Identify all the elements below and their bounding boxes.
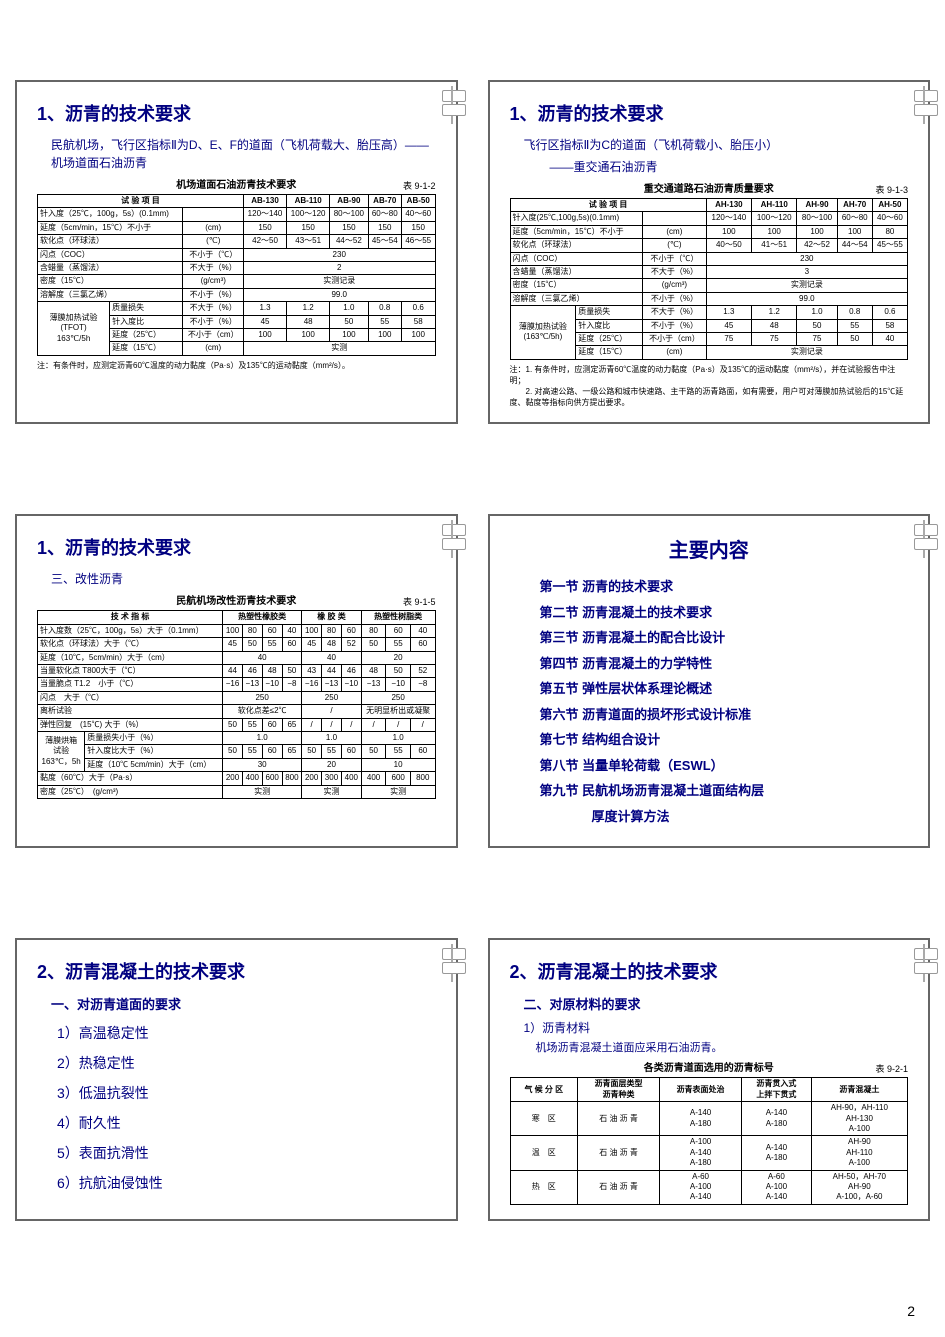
slide-1: 1、沥青的技术要求 民航机场，飞行区指标Ⅱ为D、E、F的道面（飞机荷载大、胎压高…: [15, 80, 458, 424]
slide2-note: 注：1. 有条件时，应测定沥青60℃温度的动力黏度（Pa·s）及135℃的运动黏…: [510, 364, 909, 409]
list-item: 2）热稳定性: [57, 1053, 436, 1073]
slide3-title: 1、沥青的技术要求: [37, 534, 436, 560]
toc-item: 第七节 结构组合设计: [540, 730, 909, 750]
binder-icon: [442, 524, 464, 554]
slide6-sub2: 1）沥青材料: [524, 1019, 909, 1037]
slide2-subtitle2: ——重交通石油沥青: [550, 158, 909, 176]
slide-4-toc: 主要内容 第一节 沥青的技术要求第二节 沥青混凝土的技术要求第三节 沥青混凝土的…: [488, 514, 931, 848]
slide2-title: 1、沥青的技术要求: [510, 100, 909, 126]
toc-item: 第九节 民航机场沥青混凝土道面结构层: [540, 781, 909, 801]
binder-icon: [914, 524, 936, 554]
toc-item: 第五节 弹性层状体系理论概述: [540, 679, 909, 699]
slide6-table: 气 候 分 区沥青面层类型沥青种类沥青表面处治沥青贯入式上拌下贯式沥青混凝土 寒…: [510, 1077, 909, 1204]
slide-5: 2、沥青混凝土的技术要求 一、对沥青道面的要求 1）高温稳定性 2）热稳定性 3）低…: [15, 938, 458, 1220]
toc-title: 主要内容: [510, 534, 909, 563]
binder-icon: [914, 948, 936, 978]
slide6-sub3: 机场沥青混凝土道面应采用石油沥青。: [536, 1039, 909, 1055]
list-item: 1）高温稳定性: [57, 1023, 436, 1043]
toc-item: 厚度计算方法: [540, 807, 909, 827]
slide6-subhead: 二、对原材料的要求: [524, 994, 909, 1013]
page-number: 2: [907, 1303, 915, 1319]
toc-item: 第三节 沥青混凝土的配合比设计: [540, 628, 909, 648]
toc-item: 第六节 沥青道面的损坏形式设计标准: [540, 705, 909, 725]
slide1-table: 试 验 项 目AB-130AB-110AB-90AB-70AB-50 针入度（2…: [37, 194, 436, 356]
list-item: 4）耐久性: [57, 1113, 436, 1133]
list-item: 3）低温抗裂性: [57, 1083, 436, 1103]
slide3-subtitle: 三、改性沥青: [51, 570, 436, 588]
slide-2: 1、沥青的技术要求 飞行区指标Ⅱ为C的道面（飞机荷载小、胎压小） ——重交通石油…: [488, 80, 931, 424]
toc-item: 第八节 当量单轮荷载（ESWL）: [540, 756, 909, 776]
slide-6: 2、沥青混凝土的技术要求 二、对原材料的要求 1）沥青材料 机场沥青混凝土道面应…: [488, 938, 931, 1220]
toc-item: 第二节 沥青混凝土的技术要求: [540, 603, 909, 623]
binder-icon: [442, 90, 464, 120]
slide5-subhead: 一、对沥青道面的要求: [51, 994, 436, 1013]
slide3-table: 技 术 指 标热塑性橡胶类橡 胶 类热塑性树脂类 针入度数（25℃，100g，5…: [37, 610, 436, 798]
slide1-subtitle: 民航机场，飞行区指标Ⅱ为D、E、F的道面（飞机荷载大、胎压高）——机场道面石油沥…: [51, 136, 436, 172]
binder-icon: [442, 948, 464, 978]
toc-item: 第四节 沥青混凝土的力学特性: [540, 654, 909, 674]
list-item: 6）抗航油侵蚀性: [57, 1173, 436, 1193]
slide2-table: 试 验 项 目AH-130AH-110AH-90AH-70AH-50 针入度(2…: [510, 198, 909, 360]
slide1-title: 1、沥青的技术要求: [37, 100, 436, 126]
slide5-title: 2、沥青混凝土的技术要求: [37, 958, 436, 984]
slides-grid: 1、沥青的技术要求 民航机场，飞行区指标Ⅱ为D、E、F的道面（飞机荷载大、胎压高…: [15, 80, 930, 1221]
slide1-note: 注：有条件时，应测定沥青60℃温度的动力黏度（Pa·s）及135℃的运动黏度（m…: [37, 360, 436, 371]
slide-3: 1、沥青的技术要求 三、改性沥青 民航机场改性沥青技术要求 表 9-1-5 技 …: [15, 514, 458, 848]
binder-icon: [914, 90, 936, 120]
slide6-title: 2、沥青混凝土的技术要求: [510, 958, 909, 984]
slide2-subtitle1: 飞行区指标Ⅱ为C的道面（飞机荷载小、胎压小）: [524, 136, 909, 154]
toc-item: 第一节 沥青的技术要求: [540, 577, 909, 597]
list-item: 5）表面抗滑性: [57, 1143, 436, 1163]
